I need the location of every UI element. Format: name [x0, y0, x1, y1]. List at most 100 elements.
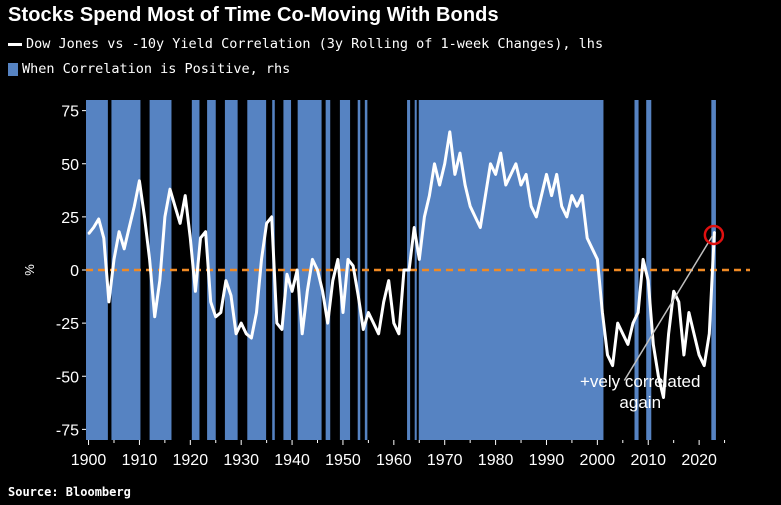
correlation-point: [408, 269, 410, 271]
correlation-point: [632, 322, 634, 324]
correlation-point: [545, 173, 548, 176]
correlation-point: [382, 301, 385, 303]
correlation-point: [306, 290, 309, 293]
correlation-point: [433, 162, 436, 165]
correlation-point: [220, 311, 222, 314]
correlation-point: [321, 290, 324, 293]
correlation-point: [214, 315, 217, 318]
x-tick-label: 1930: [223, 452, 259, 469]
correlation-point: [367, 311, 370, 314]
correlation-point: [403, 269, 405, 271]
x-tick-label: 1940: [274, 452, 310, 469]
correlation-point: [581, 194, 583, 197]
correlation-point: [92, 226, 95, 229]
correlation-point: [576, 205, 578, 208]
correlation-point: [169, 188, 171, 191]
correlation-point: [428, 194, 431, 197]
correlation-line-series: [87, 130, 716, 399]
correlation-point: [123, 247, 125, 250]
correlation-point: [683, 354, 685, 356]
correlation-point: [387, 279, 390, 282]
correlation-point: [265, 222, 268, 225]
correlation-point: [118, 230, 120, 233]
correlation-point: [474, 216, 477, 218]
correlation-point: [179, 222, 181, 225]
correlation-point: [393, 322, 395, 324]
correlation-point: [525, 173, 527, 176]
positive-period-bar: [634, 100, 639, 440]
correlation-point: [270, 216, 273, 218]
x-tick-label: 1910: [122, 452, 158, 469]
correlation-point: [372, 322, 375, 324]
correlation-point: [413, 226, 415, 229]
x-tick-label: 2010: [630, 452, 666, 469]
highlight-circle-marker: [703, 224, 725, 246]
correlation-point: [510, 173, 512, 176]
x-tick-label: 1950: [325, 452, 361, 469]
correlation-point: [184, 194, 187, 197]
y-tick-label: 0: [70, 263, 79, 280]
correlation-point: [377, 332, 380, 335]
correlation-point: [326, 322, 329, 324]
y-tick-label: 25: [61, 210, 79, 227]
correlation-point: [113, 258, 115, 261]
legend-item-line: Dow Jones vs -10y Yield Correlation (3y …: [8, 36, 603, 52]
correlation-point: [489, 162, 492, 165]
correlation-point: [204, 230, 207, 233]
x-tick-label: 1990: [529, 452, 565, 469]
x-tick-label: 2000: [580, 452, 616, 469]
correlation-point: [194, 290, 197, 293]
correlation-point: [530, 205, 533, 208]
correlation-point: [301, 332, 304, 335]
correlation-point: [128, 226, 131, 229]
correlation-point: [133, 205, 136, 208]
positive-period-bar: [646, 100, 652, 440]
correlation-point: [189, 237, 192, 239]
correlation-point: [103, 237, 105, 239]
legend-item-bars: When Correlation is Positive, rhs: [8, 61, 290, 77]
correlation-point: [560, 205, 563, 208]
correlation-point: [250, 337, 253, 339]
correlation-point: [418, 258, 421, 261]
correlation-line: [87, 130, 716, 399]
correlation-point: [331, 279, 334, 282]
annotation-text-line1: +vely correlated: [580, 372, 700, 391]
source-note: Source: Bloomberg: [8, 485, 131, 499]
correlation-point: [708, 332, 711, 335]
correlation-point: [596, 258, 599, 261]
correlation-point: [276, 322, 278, 324]
correlation-point: [138, 179, 141, 182]
correlation-point: [342, 311, 344, 314]
correlation-point: [688, 311, 690, 314]
correlation-point: [286, 273, 288, 276]
correlation-point: [423, 216, 426, 218]
annotation-pointer-line: [623, 235, 713, 381]
positive-period-bar: [357, 100, 361, 440]
correlation-point: [550, 194, 553, 197]
correlation-point: [652, 343, 655, 346]
correlation-point: [449, 131, 451, 133]
correlation-point: [199, 237, 202, 239]
correlation-point: [713, 230, 716, 233]
correlation-point: [677, 301, 680, 303]
correlation-point: [504, 184, 507, 186]
y-axis-label: %: [22, 264, 37, 276]
correlation-point: [611, 364, 614, 367]
correlation-point: [225, 279, 227, 282]
correlation-point: [555, 173, 558, 176]
correlation-point: [642, 258, 644, 261]
correlation-point: [606, 354, 609, 356]
correlation-point: [667, 332, 670, 335]
correlation-point: [499, 152, 502, 154]
y-tick-label: -50: [56, 369, 79, 386]
correlation-point: [87, 233, 90, 235]
correlation-point: [464, 184, 466, 186]
x-tick-label: 1920: [173, 452, 209, 469]
correlation-point: [591, 247, 594, 250]
correlation-point: [657, 375, 660, 378]
positive-period-bar: [86, 100, 108, 440]
correlation-point: [209, 301, 212, 303]
correlation-point: [296, 269, 298, 271]
correlation-point: [698, 354, 700, 356]
correlation-point: [230, 294, 232, 297]
